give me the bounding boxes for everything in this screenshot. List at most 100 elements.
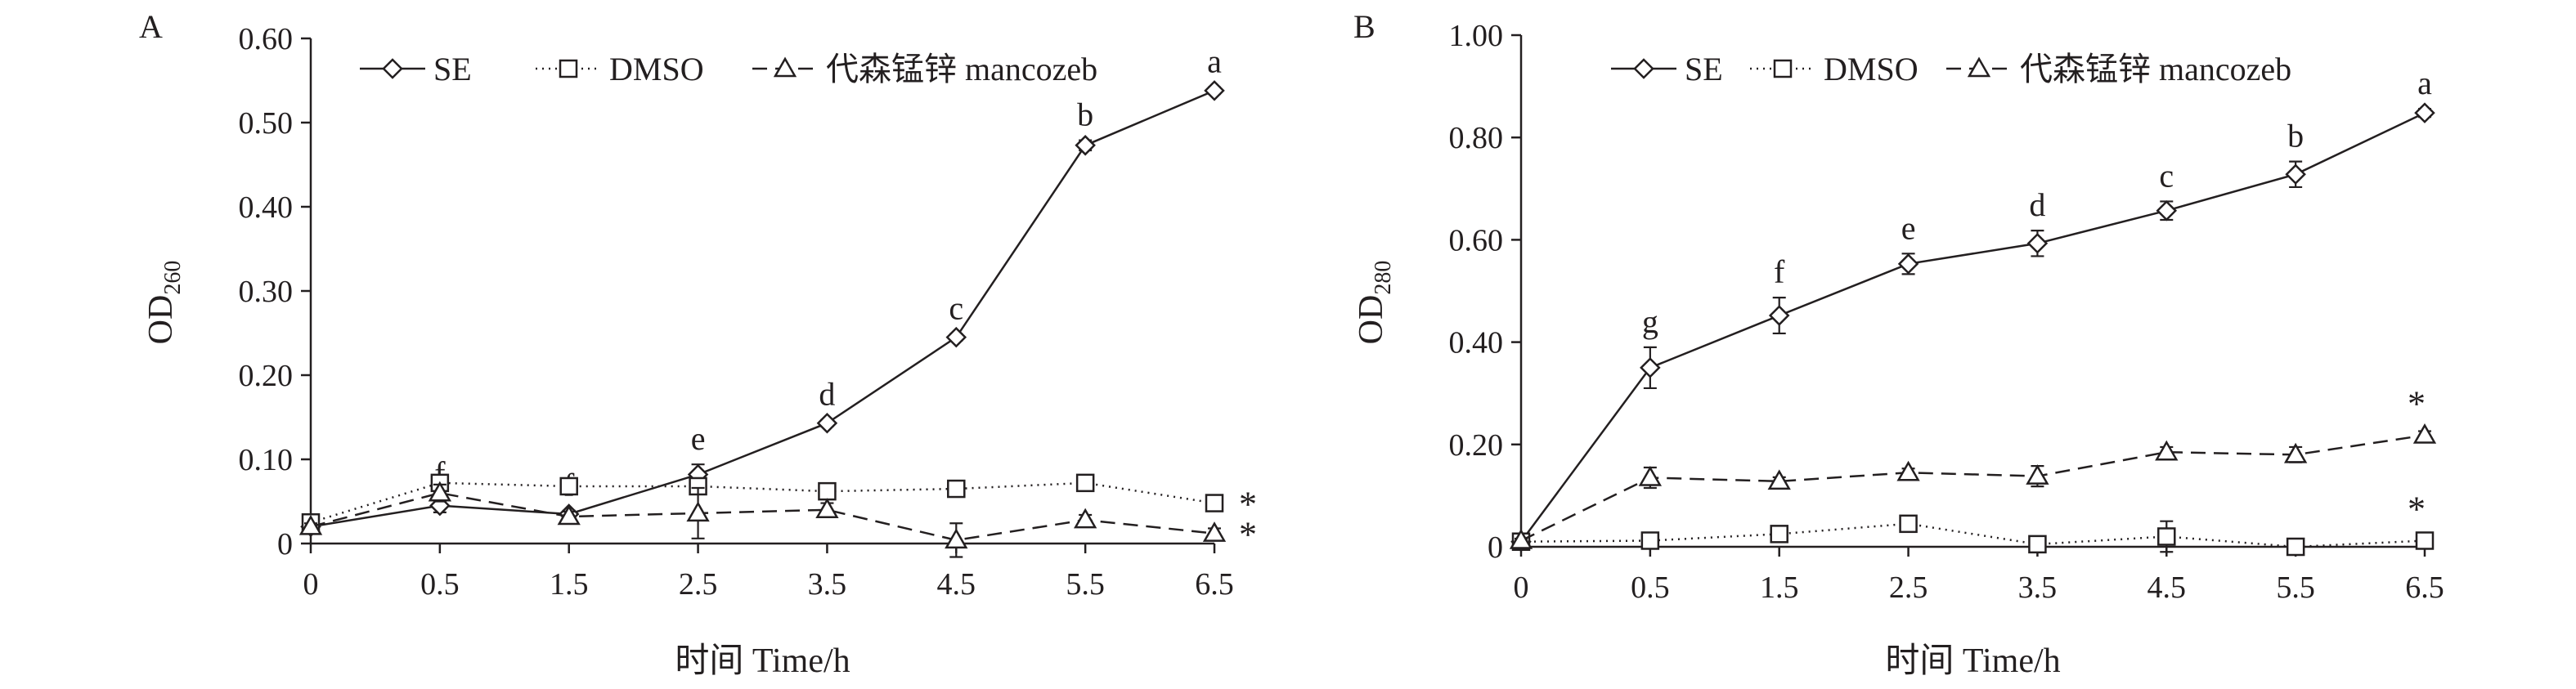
data-point	[1899, 514, 1918, 534]
x-tick-label: 1.5	[550, 567, 589, 602]
data-point	[428, 481, 452, 502]
y-tick-label: 0	[277, 527, 293, 561]
significance-label: c	[949, 290, 963, 327]
y-tick-label: 1.00	[1449, 19, 1504, 53]
y-tick-label: 0.20	[239, 359, 294, 393]
data-point	[945, 528, 968, 549]
series-line	[310, 491, 1215, 542]
y-tick-label: 0.80	[1449, 121, 1504, 155]
series-line	[310, 481, 1215, 524]
series-square: *	[1511, 489, 2435, 557]
significance-label: a	[1207, 43, 1222, 80]
legend: SE DMSO 代森锰锌 mancozeb	[360, 51, 1097, 87]
data-point	[1897, 253, 1919, 275]
panel-b: B 0 0.20 0.40 0.60 0.80 1.00 0 0.5 1.5 2.5 3.5 4.5 5…	[1353, 8, 2444, 680]
data-point	[1075, 135, 1096, 156]
significance-label: b	[1077, 96, 1093, 133]
data-point	[1202, 521, 1227, 542]
data-point	[2283, 442, 2308, 463]
series-line	[1520, 434, 2426, 542]
x-tick-label: 6.5	[1195, 567, 1234, 602]
data-point	[1768, 305, 1790, 326]
legend-marker	[1773, 59, 1793, 78]
x-axis-label: 时间 Time/h	[675, 642, 850, 680]
data-point	[1770, 525, 1788, 544]
data-point	[2414, 102, 2435, 123]
data-point	[1204, 80, 1225, 101]
data-point	[2415, 531, 2435, 550]
panel-label: A	[139, 8, 163, 45]
data-point	[2026, 233, 2049, 254]
data-point	[1205, 494, 1224, 512]
legend-label: SE	[1685, 51, 1723, 87]
series-triangle: *	[298, 481, 1257, 558]
x-tick-label: 6.5	[2405, 570, 2444, 605]
x-tick-label: 1.5	[1760, 570, 1799, 605]
x-tick-label: 2.5	[679, 567, 718, 602]
y-tick-label: 0.20	[1449, 428, 1504, 463]
data-point	[947, 479, 966, 499]
x-tick-label: 4.5	[2147, 570, 2187, 605]
data-point	[1767, 469, 1791, 490]
data-point	[818, 481, 837, 501]
x-tick-label: 5.5	[1066, 567, 1105, 602]
significance-label: g	[1642, 303, 1658, 340]
legend-marker	[773, 56, 797, 78]
series-square: *	[301, 473, 1257, 532]
data-point	[298, 514, 323, 535]
x-tick-label: 0	[1514, 570, 1529, 605]
y-tick-label: 0.60	[239, 22, 294, 56]
y-tick-label: 0.30	[239, 275, 294, 309]
significance-label: e	[1901, 209, 1916, 246]
significance-asterisk: *	[1239, 515, 1257, 555]
legend-label: DMSO	[609, 51, 704, 87]
significance-label: e	[691, 420, 706, 457]
data-point	[815, 498, 839, 519]
data-point	[1640, 357, 1661, 378]
legend: SE DMSO 代森锰锌 mancozeb	[1611, 51, 2291, 87]
legend-marker	[559, 59, 578, 78]
series-diamond: ffedcba	[300, 43, 1225, 538]
data-point	[816, 412, 838, 434]
data-point	[2285, 163, 2306, 186]
legend-label: 代森锰锌 mancozeb	[826, 51, 1097, 87]
data-point	[1640, 531, 1660, 550]
data-point	[559, 476, 578, 496]
y-tick-label: 0	[1488, 530, 1503, 565]
significance-label: a	[2417, 65, 2432, 101]
significance-label: f	[1774, 253, 1785, 290]
y-axis-label: OD260	[142, 261, 186, 345]
data-point	[2156, 199, 2178, 221]
significance-label: d	[2029, 186, 2045, 223]
x-tick-label: 2.5	[1889, 570, 1928, 605]
legend-marker	[1967, 56, 1991, 78]
x-tick-label: 0.5	[1631, 570, 1670, 605]
series-line	[310, 89, 1215, 528]
data-point	[1896, 460, 1920, 481]
x-tick-label: 0	[303, 567, 319, 602]
data-point	[2286, 537, 2305, 557]
data-point	[2028, 535, 2047, 554]
series-triangle: *	[1509, 384, 2437, 549]
y-axis-label-subscript: 260	[160, 261, 186, 295]
y-tick-label: 0.10	[239, 443, 294, 477]
panel-a: A 0 0.10 0.20 0.30 0.40 0.50 0.60 0 0.5 1.5 2.5 3.5…	[139, 8, 1257, 680]
data-point	[2155, 440, 2179, 461]
y-axis-label-main: OD	[1353, 295, 1390, 345]
x-tick-label: 4.5	[937, 567, 976, 602]
panel-label: B	[1353, 8, 1376, 45]
legend-label: DMSO	[1824, 51, 1919, 87]
legend-label: 代森锰锌 mancozeb	[2020, 51, 2291, 87]
x-tick-label: 3.5	[808, 567, 847, 602]
series-line	[1520, 522, 2426, 548]
data-point	[1638, 465, 1663, 486]
y-axis-label: OD280	[1353, 261, 1396, 345]
x-tick-label: 3.5	[2018, 570, 2058, 605]
data-point	[2157, 527, 2176, 546]
data-point	[945, 326, 967, 348]
y-tick-label: 0.60	[1449, 223, 1504, 257]
data-point	[2412, 423, 2437, 444]
y-tick-label: 0.50	[239, 106, 294, 141]
data-point	[557, 504, 581, 526]
